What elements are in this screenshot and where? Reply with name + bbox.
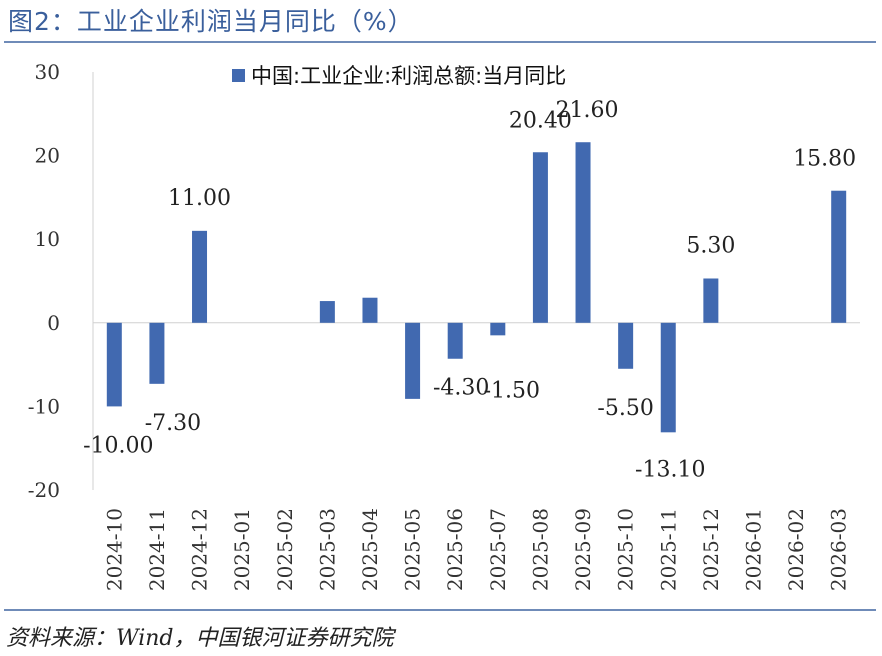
- bar-2025-05: [405, 322, 421, 399]
- bar-2025-11: [660, 322, 676, 433]
- x-tick-label: 2026-01: [741, 508, 765, 591]
- y-axis: 30 20 10 0 -10 -20: [28, 60, 860, 502]
- x-tick-label: 2025-01: [230, 508, 254, 591]
- data-label: -1.50: [484, 378, 540, 403]
- legend-label: 中国:工业企业:利润总额:当月同比: [251, 64, 566, 88]
- y-tick-label: 20: [35, 144, 60, 168]
- x-tick-label: 2025-09: [571, 508, 595, 591]
- source-note: 资料来源：Wind，中国银河证券研究院: [6, 626, 394, 651]
- x-axis: 2024-10 2024-11 2024-12 2025-01 2025-02 2025-…: [102, 508, 850, 591]
- data-label: 20.40: [509, 108, 572, 133]
- x-tick-label: 2025-03: [315, 508, 339, 591]
- x-tick-label: 2025-12: [699, 508, 723, 591]
- data-label: -5.50: [597, 396, 653, 421]
- y-tick-label: -10: [28, 394, 60, 418]
- data-label: -7.30: [145, 411, 201, 436]
- data-label: 15.80: [793, 147, 856, 172]
- title-rule: [4, 41, 876, 43]
- bar-2024-10: [106, 322, 122, 407]
- x-tick-label: 2026-02: [784, 508, 808, 591]
- data-label: -10.00: [83, 433, 153, 458]
- bar-2025-06: [447, 322, 463, 359]
- data-label: 5.30: [686, 233, 735, 258]
- legend: 中国:工业企业:利润总额:当月同比: [232, 64, 566, 88]
- x-tick-label: 2025-11: [656, 508, 680, 591]
- x-tick-label: 2025-02: [273, 508, 297, 591]
- x-tick-label: 2024-11: [145, 508, 169, 591]
- y-tick-label: 10: [35, 227, 60, 251]
- bar-2025-03: [319, 301, 335, 323]
- bar-2025-07: [490, 322, 506, 336]
- x-tick-label: 2025-05: [401, 508, 425, 591]
- bar-2024-11: [149, 322, 165, 384]
- data-label: 11.00: [168, 186, 231, 211]
- figure-title: 图2：工业企业利润当月同比（%）: [8, 7, 414, 36]
- bar-2025-08: [532, 152, 548, 323]
- data-label: 21.60: [556, 98, 619, 123]
- footer-rule: [4, 609, 876, 611]
- bar-2024-12: [192, 230, 208, 323]
- bar-2025-09: [575, 142, 591, 323]
- y-tick-label: 0: [47, 311, 60, 335]
- x-tick-label: 2024-12: [188, 508, 212, 591]
- x-tick-label: 2025-04: [358, 508, 382, 591]
- data-label: -4.30: [433, 376, 489, 401]
- x-tick-label: 2025-08: [528, 508, 552, 591]
- y-tick-label: -20: [28, 478, 60, 502]
- bar-chart: 30 20 10 0 -10 -20 -10.00-7.30 11.00 -4.30-1.50…: [28, 60, 860, 591]
- bar-2025-12: [703, 278, 719, 323]
- bar-2025-04: [362, 297, 378, 323]
- x-tick-label: 2025-10: [614, 508, 638, 591]
- y-tick-label: 30: [35, 60, 60, 84]
- legend-swatch: [232, 69, 245, 82]
- x-tick-label: 2024-10: [102, 508, 126, 591]
- bar-2026-03: [831, 190, 847, 323]
- bar-series: [106, 142, 847, 433]
- x-tick-label: 2025-07: [486, 508, 510, 591]
- bar-2025-10: [618, 322, 634, 369]
- x-tick-label: 2025-06: [443, 508, 467, 591]
- data-label: -13.10: [635, 457, 705, 482]
- x-tick-label: 2026-03: [827, 508, 851, 591]
